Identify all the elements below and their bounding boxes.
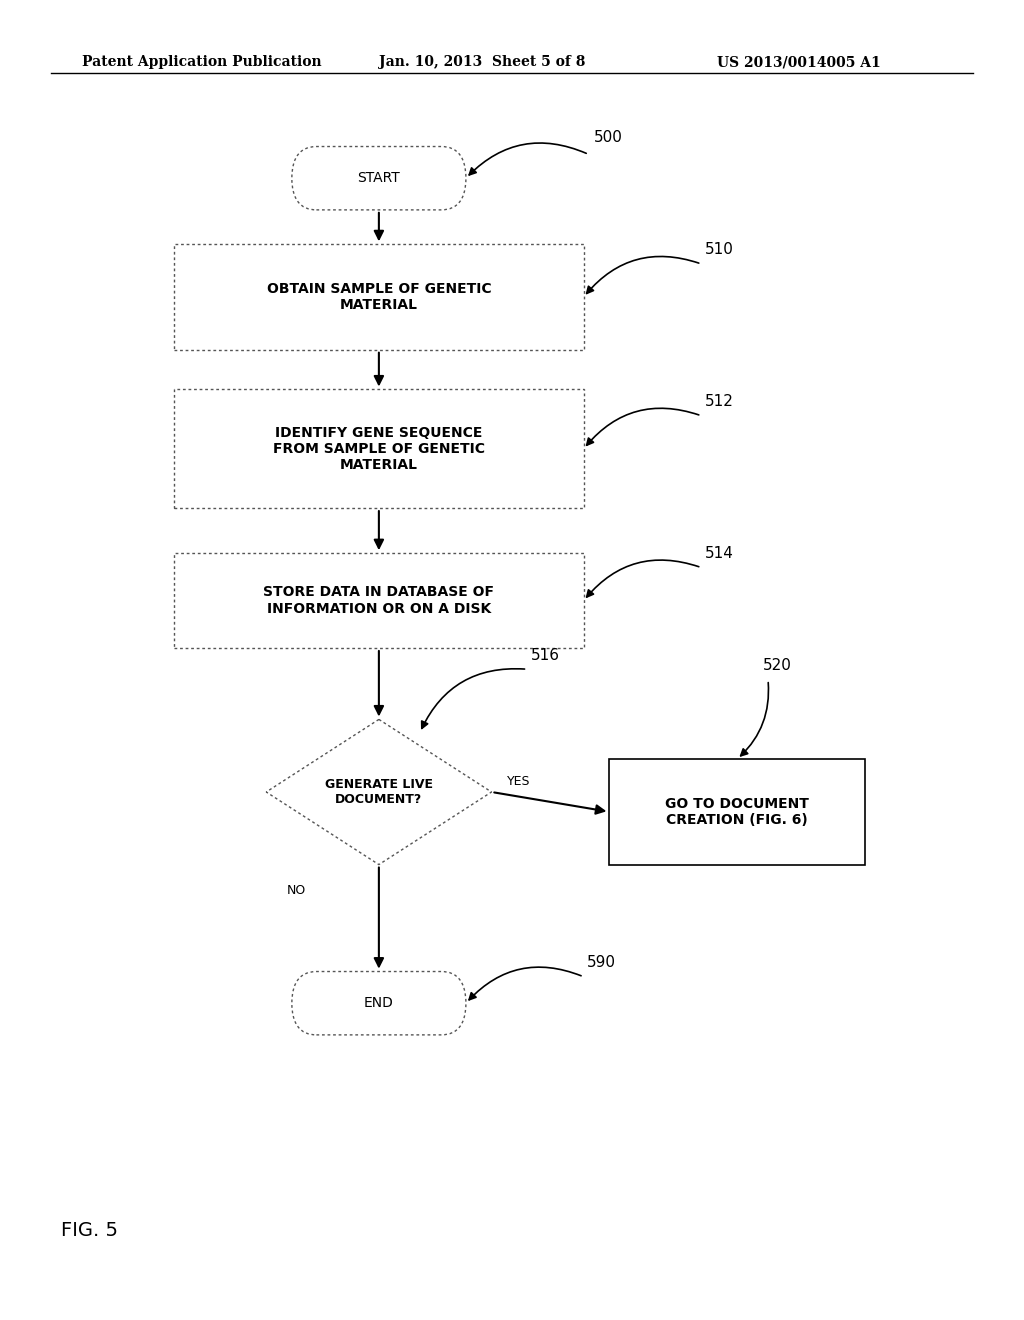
Text: FIG. 5: FIG. 5 xyxy=(61,1221,119,1239)
Text: 520: 520 xyxy=(763,659,792,673)
FancyBboxPatch shape xyxy=(292,147,466,210)
FancyBboxPatch shape xyxy=(292,972,466,1035)
Text: 500: 500 xyxy=(594,131,623,145)
Bar xyxy=(174,389,584,508)
Text: 514: 514 xyxy=(705,546,733,561)
Text: END: END xyxy=(364,997,394,1010)
Text: 590: 590 xyxy=(587,956,615,970)
Text: 510: 510 xyxy=(705,243,733,257)
Bar xyxy=(174,553,584,648)
Text: Patent Application Publication: Patent Application Publication xyxy=(82,55,322,70)
Text: NO: NO xyxy=(287,884,306,898)
Text: OBTAIN SAMPLE OF GENETIC
MATERIAL: OBTAIN SAMPLE OF GENETIC MATERIAL xyxy=(266,282,492,312)
Text: STORE DATA IN DATABASE OF
INFORMATION OR ON A DISK: STORE DATA IN DATABASE OF INFORMATION OR… xyxy=(263,586,495,615)
Bar xyxy=(174,244,584,350)
Text: 516: 516 xyxy=(530,648,559,663)
Text: START: START xyxy=(357,172,400,185)
Text: Jan. 10, 2013  Sheet 5 of 8: Jan. 10, 2013 Sheet 5 of 8 xyxy=(379,55,586,70)
Bar xyxy=(609,759,865,865)
Text: US 2013/0014005 A1: US 2013/0014005 A1 xyxy=(717,55,881,70)
Text: 512: 512 xyxy=(705,395,733,409)
Polygon shape xyxy=(266,719,492,865)
Text: GO TO DOCUMENT
CREATION (FIG. 6): GO TO DOCUMENT CREATION (FIG. 6) xyxy=(666,797,809,826)
Text: GENERATE LIVE
DOCUMENT?: GENERATE LIVE DOCUMENT? xyxy=(325,777,433,807)
Text: YES: YES xyxy=(507,775,530,788)
Text: IDENTIFY GENE SEQUENCE
FROM SAMPLE OF GENETIC
MATERIAL: IDENTIFY GENE SEQUENCE FROM SAMPLE OF GE… xyxy=(272,425,485,473)
